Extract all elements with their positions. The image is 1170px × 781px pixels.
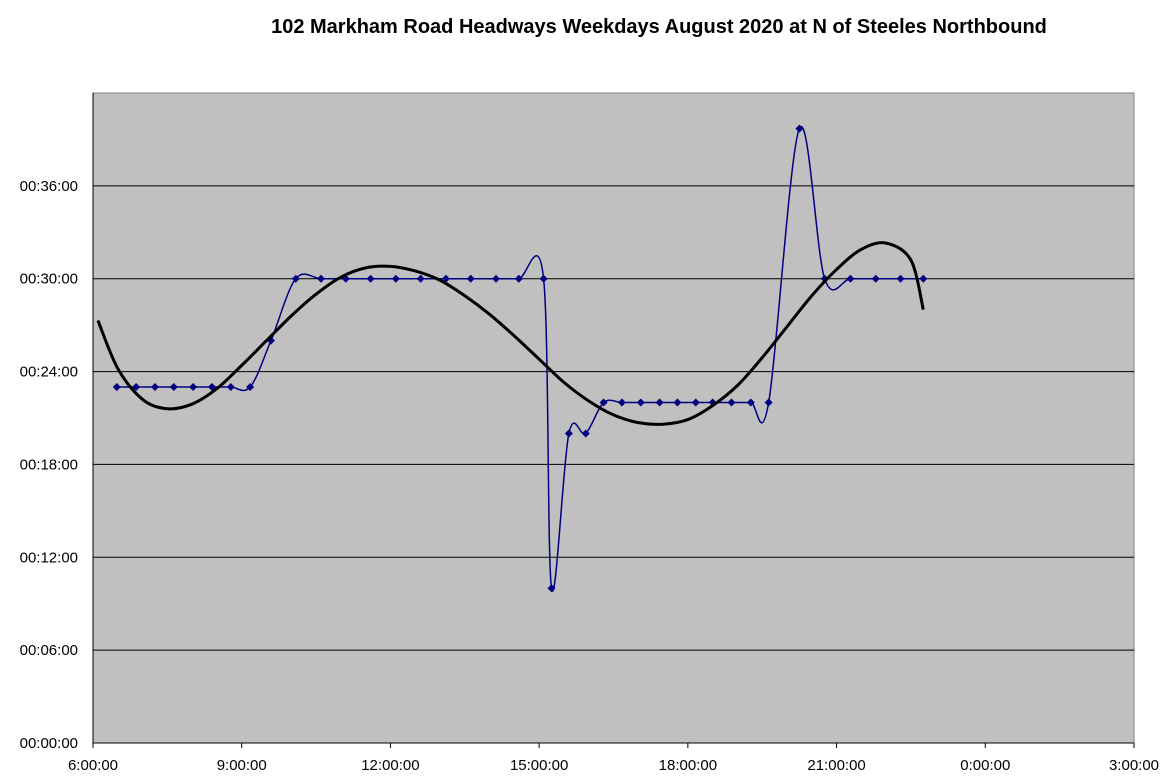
point-marker (391, 274, 400, 283)
series-line (96, 241, 925, 426)
plot-area (92, 92, 1135, 744)
point-marker (189, 383, 198, 392)
y-tick-label: 00:18:00 (20, 456, 78, 473)
point-marker (581, 429, 590, 438)
x-tick-label: 15:00:00 (510, 757, 568, 774)
y-tick-label: 00:00:00 (20, 735, 78, 752)
point-marker (655, 398, 664, 407)
x-tick-label: 3:00:00 (1109, 757, 1159, 774)
point-marker (846, 274, 855, 283)
point-marker (246, 383, 255, 392)
point-marker (112, 383, 121, 392)
point-marker (169, 383, 178, 392)
x-tick-label: 9:00:00 (217, 757, 267, 774)
point-marker (547, 584, 556, 593)
y-tick-label: 00:30:00 (20, 271, 78, 288)
y-tick-label: 00:36:00 (20, 178, 78, 195)
x-tick-label: 12:00:00 (361, 757, 419, 774)
point-marker (492, 274, 501, 283)
x-tick-label: 18:00:00 (659, 757, 717, 774)
y-tick-label: 00:24:00 (20, 364, 78, 381)
point-marker (466, 274, 475, 283)
point-marker (673, 398, 682, 407)
chart-title: 102 Markham Road Headways Weekdays Augus… (271, 16, 1047, 38)
point-marker (291, 274, 300, 283)
point-marker (539, 274, 548, 283)
point-marker (132, 383, 141, 392)
point-marker (691, 398, 700, 407)
point-marker (366, 274, 375, 283)
point-marker (795, 124, 804, 133)
point-marker (636, 398, 645, 407)
point-marker (599, 398, 608, 407)
point-marker (514, 274, 523, 283)
point-marker (416, 274, 425, 283)
point-marker (764, 398, 773, 407)
y-tick-label: 00:12:00 (20, 549, 78, 566)
point-marker (150, 383, 159, 392)
point-marker (746, 398, 755, 407)
point-marker (727, 398, 736, 407)
point-marker (871, 274, 880, 283)
y-tick-label: 00:06:00 (20, 642, 78, 659)
point-marker (896, 274, 905, 283)
x-tick-label: 21:00:00 (807, 757, 865, 774)
point-marker (919, 274, 928, 283)
x-tick-label: 0:00:00 (960, 757, 1010, 774)
point-marker (617, 398, 626, 407)
point-marker (226, 383, 235, 392)
point-marker (317, 274, 326, 283)
x-tick-label: 6:00:00 (68, 757, 118, 774)
point-marker (564, 429, 573, 438)
